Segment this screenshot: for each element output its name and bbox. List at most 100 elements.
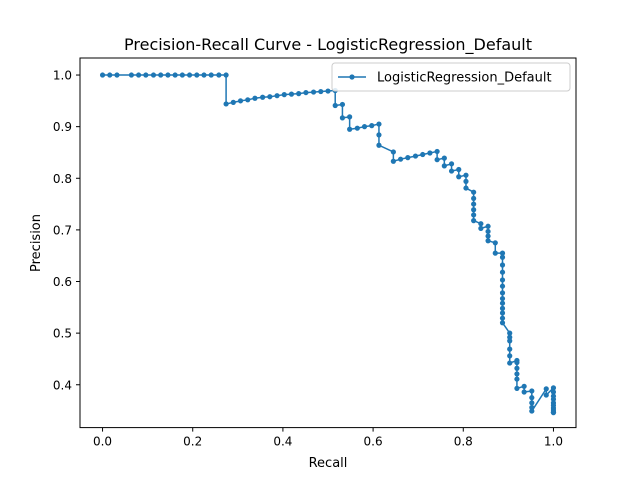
data-point	[194, 72, 200, 78]
chart-title: Precision-Recall Curve - LogisticRegress…	[124, 35, 532, 55]
plot-area-frame	[79, 57, 577, 429]
data-point	[507, 330, 513, 336]
data-point	[376, 121, 382, 127]
data-point	[339, 115, 346, 121]
data-point	[361, 124, 368, 130]
data-point	[427, 150, 433, 156]
data-point	[339, 101, 346, 108]
data-point	[514, 385, 520, 391]
data-point	[514, 371, 520, 377]
data-point	[478, 225, 484, 231]
data-point	[485, 238, 491, 244]
data-point	[252, 95, 258, 101]
data-point	[179, 72, 185, 78]
data-point	[376, 132, 382, 138]
data-point	[448, 161, 455, 167]
data-point	[310, 89, 317, 95]
data-point	[550, 410, 557, 416]
data-point	[347, 126, 353, 132]
x-tick-label: 1.0	[544, 435, 563, 449]
data-point	[318, 88, 324, 95]
data-point	[499, 310, 506, 316]
data-point	[172, 72, 178, 78]
data-point	[128, 72, 134, 78]
data-point	[434, 148, 440, 155]
data-point	[499, 262, 506, 268]
data-point	[441, 163, 447, 169]
data-point	[492, 240, 498, 246]
data-point	[507, 360, 513, 366]
data-point	[499, 300, 506, 306]
data-point	[114, 72, 120, 78]
data-point	[412, 153, 419, 159]
data-point	[150, 72, 157, 78]
data-point	[441, 155, 447, 161]
data-point	[550, 385, 557, 391]
data-point	[230, 99, 236, 105]
data-point	[456, 166, 462, 173]
data-point	[303, 89, 309, 96]
data-point	[143, 72, 149, 78]
legend-marker-sample	[349, 74, 355, 80]
data-point	[354, 125, 360, 131]
data-point	[499, 283, 506, 289]
x-tick-label: 0.4	[273, 435, 292, 449]
data-point	[485, 228, 491, 235]
y-tick-label: 0.5	[53, 327, 72, 341]
data-point	[499, 315, 506, 321]
data-point	[521, 389, 527, 395]
data-point	[390, 158, 396, 164]
data-point	[471, 207, 477, 213]
y-tick-label: 1.0	[53, 69, 72, 83]
data-point	[471, 201, 477, 207]
data-point	[529, 395, 535, 401]
data-point	[369, 123, 375, 129]
data-point	[405, 155, 411, 161]
data-point	[478, 221, 484, 227]
data-point	[463, 172, 469, 178]
legend: LogisticRegression_Default	[331, 62, 571, 92]
data-point	[499, 269, 506, 275]
data-point	[499, 250, 506, 256]
data-point	[463, 185, 469, 191]
y-tick-label: 0.7	[53, 223, 72, 237]
data-point	[434, 157, 440, 163]
data-point	[456, 174, 462, 180]
data-point	[543, 386, 549, 392]
x-axis-label: Recall	[309, 456, 348, 471]
data-point	[499, 290, 506, 296]
data-point	[99, 72, 106, 78]
data-point	[398, 156, 404, 162]
data-point	[186, 72, 193, 78]
data-point	[165, 72, 171, 78]
data-point	[471, 212, 477, 218]
data-point	[288, 91, 295, 97]
data-point	[507, 334, 513, 340]
x-tick-label: 0.0	[93, 435, 112, 449]
data-point	[521, 383, 527, 389]
x-tick-label: 0.8	[454, 435, 473, 449]
data-point	[529, 388, 535, 394]
data-point	[485, 223, 491, 229]
y-tick-label: 0.8	[53, 172, 72, 186]
legend-entry-label: LogisticRegression_Default	[377, 71, 552, 86]
data-point	[223, 101, 229, 107]
data-point	[237, 98, 244, 104]
data-point	[136, 72, 142, 78]
data-point	[281, 92, 287, 98]
data-point	[158, 72, 164, 78]
data-point	[245, 97, 251, 103]
data-point	[529, 400, 535, 406]
legend-box	[331, 62, 571, 92]
data-point	[332, 102, 338, 109]
data-point	[529, 408, 535, 414]
x-tick-label: 0.6	[364, 435, 383, 449]
data-point	[507, 346, 513, 352]
data-point	[463, 178, 469, 184]
data-point	[325, 88, 331, 94]
data-point	[223, 72, 229, 78]
data-point	[514, 365, 520, 371]
data-point	[543, 392, 549, 398]
data-point	[471, 189, 477, 195]
